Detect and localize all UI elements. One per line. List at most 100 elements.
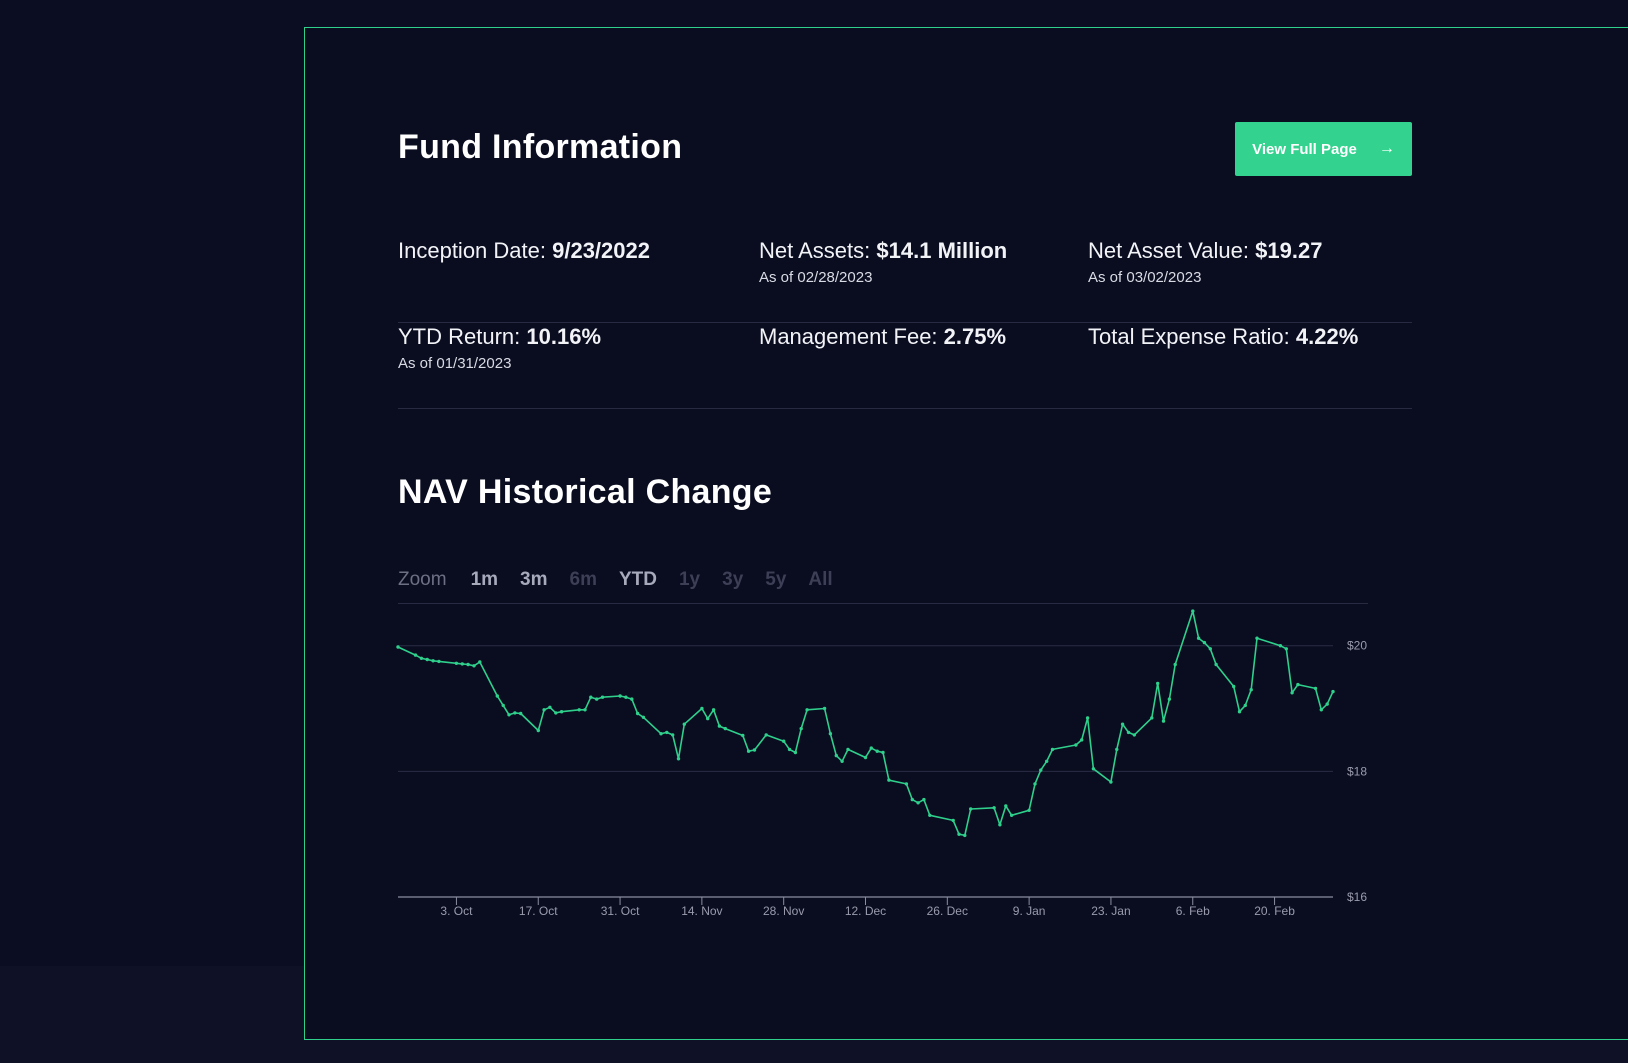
x-tick-label: 9. Jan (1013, 904, 1046, 918)
net-assets-label: Net Assets: (759, 238, 871, 263)
x-tick-label: 17. Oct (519, 904, 558, 918)
panel-content: Fund Information View Full Page → Incept… (396, 28, 1412, 1039)
nav-data-point (507, 713, 511, 717)
net-asset-value-as-of: As of 03/02/2023 (1088, 269, 1202, 286)
ytd-return-item: YTD Return: 10.16% As of 01/31/2023 (398, 324, 601, 374)
nav-data-point (1109, 780, 1113, 784)
nav-data-point (1156, 681, 1160, 686)
nav-data-point (834, 753, 838, 758)
nav-data-point (1214, 662, 1218, 667)
fund-information-panel: Fund Information View Full Page → Incept… (304, 27, 1628, 1040)
nav-data-point (793, 750, 798, 755)
nav-data-point (1208, 647, 1212, 651)
nav-data-point (624, 695, 628, 699)
nav-data-point (466, 662, 470, 667)
nav-data-point (460, 662, 464, 666)
net-asset-value-value: $19.27 (1255, 238, 1323, 263)
view-full-page-button[interactable]: View Full Page → (1235, 122, 1412, 176)
nav-data-point (665, 730, 669, 735)
x-tick-label: 26. Dec (927, 904, 968, 918)
nav-data-point (501, 703, 505, 708)
y-tick-label: $18 (1347, 764, 1367, 778)
zoom-option-3y[interactable]: 3y (722, 569, 744, 590)
nav-data-point (840, 759, 844, 763)
nav-data-point (641, 715, 646, 719)
zoom-option-1y[interactable]: 1y (678, 569, 701, 590)
nav-data-point (1191, 609, 1195, 613)
nav-data-point (799, 726, 803, 731)
nav-data-point (618, 694, 622, 698)
x-tick-label: 31. Oct (601, 904, 640, 918)
info-row: YTD Return: 10.16% As of 01/31/2023 Mana… (398, 324, 1412, 409)
zoom-option-1m[interactable]: 1m (470, 569, 499, 590)
nav-data-point (542, 708, 546, 712)
chart-x-axis: 3. Oct 17. Oct 31. Oct 14. Nov 28. Nov 12. De… (398, 896, 1333, 918)
nav-data-point (963, 833, 967, 838)
zoom-option-5y[interactable]: 5y (765, 569, 787, 590)
nav-data-point (951, 818, 955, 823)
nav-data-point (589, 695, 593, 699)
nav-data-point (711, 708, 716, 712)
inception-date-label: Inception Date: (398, 238, 546, 263)
nav-data-point (595, 697, 599, 701)
nav-data-point (478, 660, 482, 664)
nav-data-point (1202, 640, 1207, 645)
nav-data-point (828, 732, 833, 736)
nav-data-point (431, 659, 435, 663)
nav-data-point (887, 778, 891, 782)
nav-data-point (437, 659, 441, 664)
management-fee-value: 2.75% (943, 324, 1007, 349)
net-assets-item: Net Assets: $14.1 Million As of 02/28/20… (759, 238, 1007, 288)
nav-data-point (1045, 759, 1049, 763)
ytd-return-as-of: As of 01/31/2023 (398, 355, 512, 372)
nav-data-point (600, 695, 605, 699)
nav-data-point (846, 747, 850, 752)
zoom-option-all[interactable]: All (808, 569, 833, 590)
zoom-option-ytd[interactable]: YTD (618, 569, 657, 590)
zoom-divider (398, 603, 1368, 604)
nav-data-point (992, 806, 996, 810)
nav-data-point (910, 797, 914, 802)
nav-series-line (397, 610, 1334, 837)
info-row: Inception Date: 9/23/2022 Net Assets: $1… (398, 238, 1412, 323)
y-tick-label: $16 (1347, 890, 1367, 904)
nav-data-point (764, 733, 768, 737)
nav-data-point (519, 711, 523, 716)
x-tick-label: 6. Feb (1176, 904, 1210, 918)
nav-data-point (881, 750, 885, 755)
net-asset-value-item: Net Asset Value: $19.27 As of 03/02/2023 (1088, 238, 1322, 288)
nav-data-point (396, 645, 400, 649)
ytd-return-label: YTD Return: (398, 324, 521, 349)
nav-data-point (536, 728, 540, 733)
x-tick-label: 12. Dec (845, 904, 886, 918)
nav-data-point (454, 661, 459, 665)
nav-data-point (752, 748, 757, 752)
nav-data-point (723, 726, 727, 731)
nav-data-point (916, 801, 920, 805)
zoom-selector: Zoom 1m 3m 6m YTD 1y 3y 5y All (398, 568, 855, 592)
nav-data-point (554, 711, 558, 715)
x-tick-label: 28. Nov (763, 904, 804, 918)
nav-data-point (1027, 808, 1031, 812)
ytd-return-value: 10.16% (526, 324, 602, 349)
zoom-option-6m[interactable]: 6m (569, 569, 597, 590)
nav-data-point (1278, 644, 1283, 648)
arrow-right-icon: → (1378, 140, 1395, 157)
view-full-page-label: View Full Page (1252, 140, 1357, 158)
nav-data-point (1319, 708, 1323, 712)
nav-data-point (635, 711, 640, 716)
nav-data-point (706, 716, 710, 721)
nav-data-point (969, 807, 973, 811)
nav-data-point (1132, 733, 1136, 737)
management-fee-label: Management Fee: (759, 324, 938, 349)
nav-data-point (1196, 636, 1201, 640)
nav-data-point (1232, 684, 1236, 689)
nav-data-point (1167, 697, 1172, 701)
nav-data-point (1331, 689, 1335, 694)
nav-data-point (1050, 747, 1055, 752)
chart-y-axis: $16 $18 $20 (1347, 639, 1367, 904)
nav-data-point (1004, 804, 1008, 808)
zoom-option-3m[interactable]: 3m (520, 569, 548, 590)
nav-data-point (577, 708, 581, 712)
net-asset-value-label: Net Asset Value: (1088, 238, 1250, 263)
